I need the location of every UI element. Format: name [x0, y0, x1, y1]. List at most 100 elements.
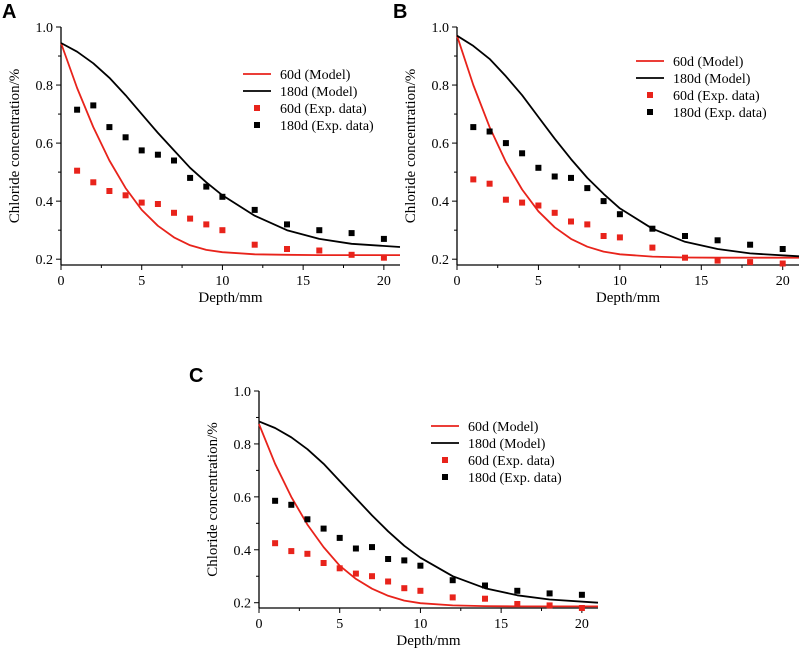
data-point: [401, 585, 408, 592]
data-point: [535, 202, 542, 209]
data-point: [336, 534, 343, 541]
data-point: [336, 565, 343, 572]
y-axis-title: Chloride concentration/%: [403, 69, 419, 224]
series-line: [60, 42, 401, 248]
data-point: [682, 233, 688, 239]
legend-swatch-marker: [254, 105, 260, 111]
series-line: [456, 35, 799, 259]
legend-label: 60d (Model): [468, 420, 539, 435]
legend-swatch-marker: [647, 109, 653, 115]
x-tick-label: 5: [535, 274, 542, 289]
data-point: [352, 570, 359, 577]
legend-label: 180d (Model): [468, 437, 546, 452]
data-point: [138, 147, 145, 154]
x-tick-label: 10: [413, 617, 427, 632]
data-point: [747, 259, 754, 266]
data-point: [535, 164, 542, 171]
data-point: [584, 221, 591, 228]
data-point: [568, 174, 574, 181]
data-point: [551, 173, 558, 180]
data-point: [154, 201, 161, 207]
data-point: [352, 545, 359, 552]
data-point: [288, 501, 295, 508]
data-point: [714, 237, 721, 244]
data-point: [304, 550, 311, 557]
data-point: [779, 246, 786, 252]
data-point: [122, 192, 129, 199]
y-tick-label: 1.0: [432, 21, 450, 36]
y-tick-label: 0.4: [36, 195, 54, 210]
data-point: [203, 183, 210, 190]
y-tick-label: 0.6: [234, 491, 252, 506]
y-tick-label: 1.0: [234, 385, 252, 400]
data-point: [385, 578, 392, 585]
data-point: [90, 102, 97, 109]
y-tick-label: 0.6: [36, 137, 54, 152]
series-line: [258, 420, 599, 604]
data-point: [304, 516, 311, 523]
data-point: [649, 225, 656, 232]
panel-a: A 0 5 10 15 20 0.2 0.4 0.6 0.8 1.0 Depth/mm Chloride…: [2, 1, 401, 306]
y-tick-label: 0.8: [432, 79, 450, 94]
data-point: [519, 150, 526, 157]
legend-label: 60d (Exp. data): [280, 102, 367, 117]
data-point: [401, 557, 408, 564]
legend-label: 180d (Exp. data): [280, 119, 374, 134]
legend-swatch-marker: [442, 474, 448, 480]
data-point: [171, 157, 177, 164]
data-point: [251, 206, 258, 213]
data-point: [320, 525, 327, 532]
data-point: [203, 221, 210, 228]
data-point: [551, 209, 558, 216]
y-axis-title: Chloride concentration/%: [205, 422, 221, 577]
data-point: [106, 188, 113, 194]
data-point: [546, 590, 553, 597]
data-point: [348, 230, 355, 237]
data-point: [187, 174, 194, 181]
legend-label: 180d (Model): [673, 72, 751, 87]
legend-swatch-marker: [647, 92, 653, 98]
data-point: [154, 151, 161, 158]
data-point: [519, 199, 526, 206]
data-point: [385, 556, 392, 562]
x-tick-label: 0: [256, 617, 263, 632]
x-axis-title: Depth/mm: [198, 290, 262, 306]
data-point: [138, 199, 145, 206]
data-point: [369, 544, 375, 551]
panel-b: B 0 5 10 15 20 0.2 0.4 0.6 0.8 1.0 Depth/mm Chloride…: [393, 1, 800, 306]
series-line: [258, 423, 598, 608]
data-point: [369, 573, 375, 580]
data-point: [578, 591, 585, 598]
y-tick-label: 0.6: [432, 137, 450, 152]
x-axis-title: Depth/mm: [596, 290, 660, 306]
x-tick-label: 0: [454, 274, 461, 289]
data-point: [616, 211, 623, 218]
data-point: [578, 605, 585, 611]
data-point: [486, 128, 493, 135]
data-point: [171, 209, 177, 216]
data-point: [90, 179, 97, 186]
data-point: [284, 221, 290, 228]
y-tick-label: 0.2: [234, 597, 252, 612]
series-line: [456, 34, 800, 258]
y-tick-label: 0.2: [36, 253, 54, 268]
legend-label: 180d (Model): [280, 85, 358, 100]
legend-label: 60d (Exp. data): [673, 89, 760, 104]
data-point: [272, 540, 279, 547]
x-tick-label: 0: [58, 274, 65, 289]
data-point: [600, 198, 607, 205]
x-tick-label: 10: [613, 274, 627, 289]
x-tick-label: 15: [694, 274, 708, 289]
data-point: [219, 227, 226, 234]
y-tick-label: 0.4: [234, 544, 252, 559]
legend-label: 180d (Exp. data): [673, 106, 767, 121]
data-point: [417, 587, 424, 594]
legend-swatch-marker: [254, 122, 260, 128]
data-point: [251, 241, 258, 248]
panel-c: C 0 5 10 15 20 0.2 0.4 0.6 0.8 1.0 Depth/mm Chloride…: [189, 365, 599, 649]
data-point: [514, 601, 521, 607]
data-point: [470, 124, 477, 131]
data-point: [482, 595, 488, 602]
x-tick-label: 20: [575, 617, 589, 632]
x-tick-label: 15: [494, 617, 508, 632]
